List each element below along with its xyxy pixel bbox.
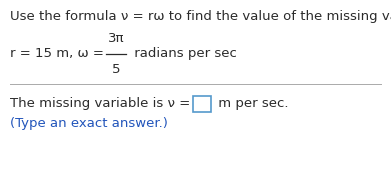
Text: 5: 5 bbox=[112, 63, 120, 76]
Text: r = 15 m, ω =: r = 15 m, ω = bbox=[10, 47, 108, 61]
Text: radians per sec: radians per sec bbox=[130, 47, 237, 61]
Text: m per sec.: m per sec. bbox=[214, 98, 289, 111]
Text: 3π: 3π bbox=[108, 32, 124, 45]
Text: Use the formula ν = rω to find the value of the missing variable.: Use the formula ν = rω to find the value… bbox=[10, 10, 391, 23]
Text: (Type an exact answer.): (Type an exact answer.) bbox=[10, 118, 168, 130]
Text: The missing variable is ν =: The missing variable is ν = bbox=[10, 98, 194, 111]
FancyBboxPatch shape bbox=[193, 96, 211, 112]
